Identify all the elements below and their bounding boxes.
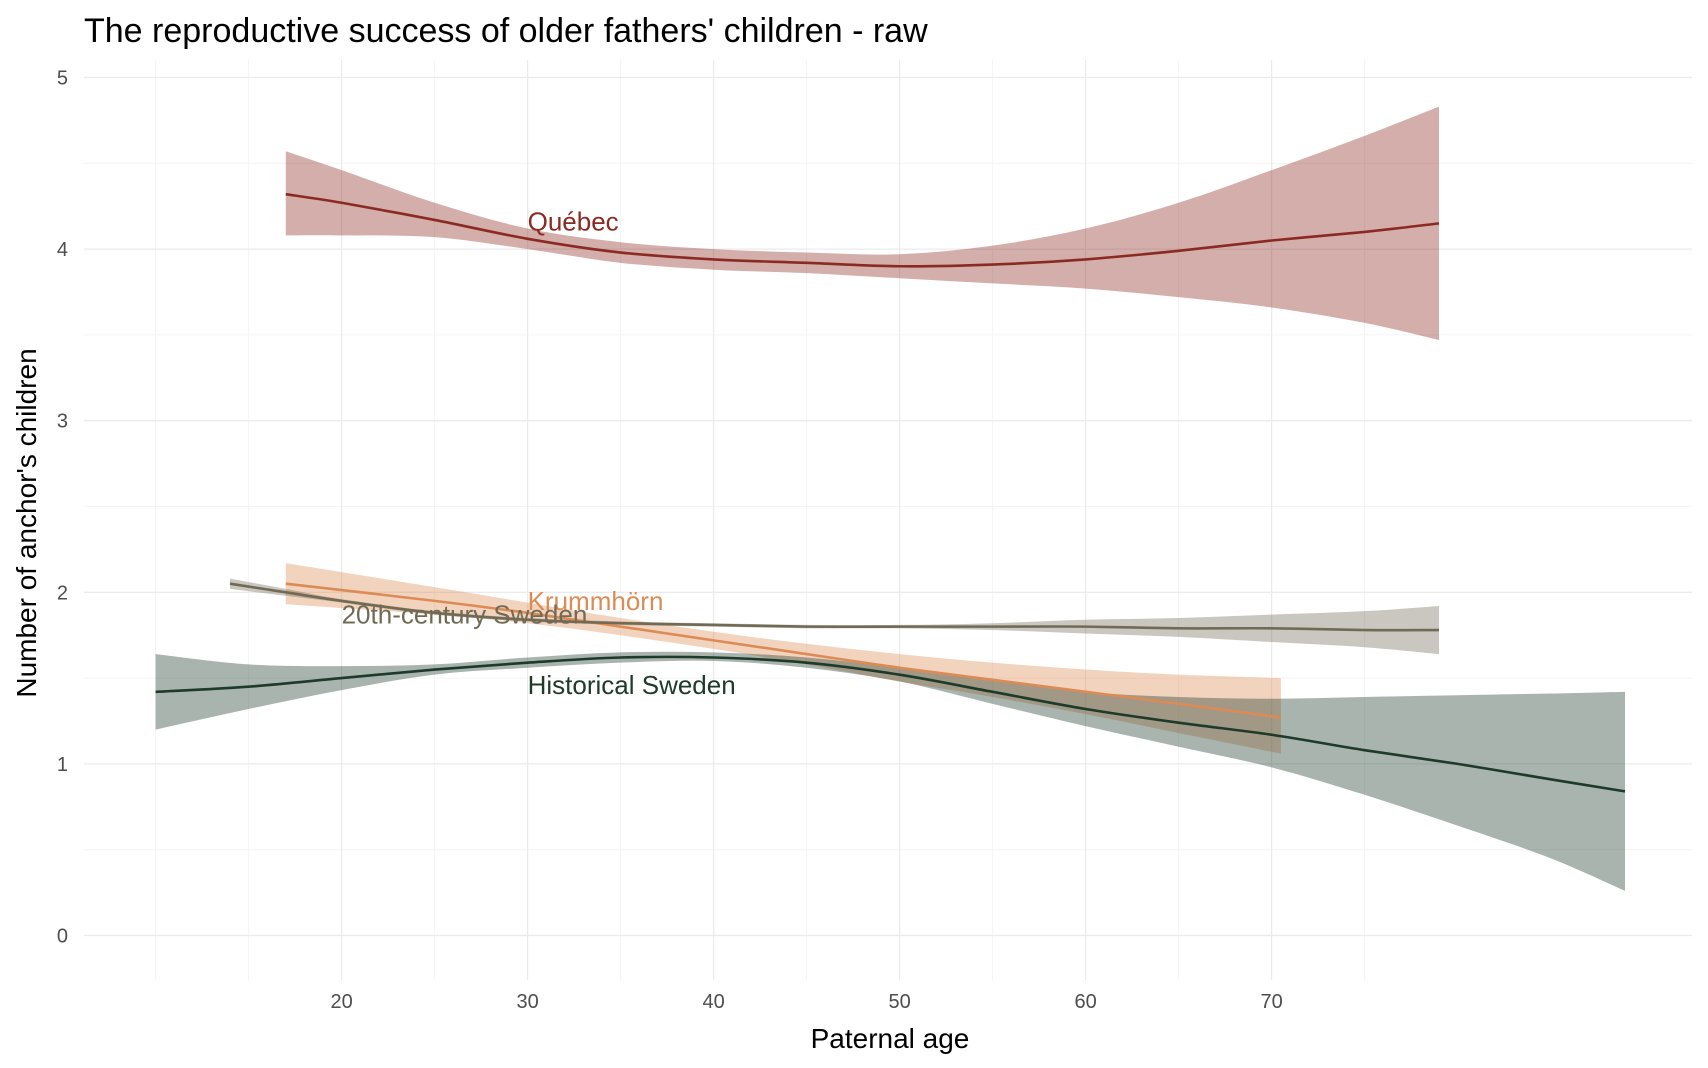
line-20th-century-sweden xyxy=(229,582,1440,632)
x-tick-label: 70 xyxy=(1260,991,1282,1013)
label-krummhorn: Krummhörn xyxy=(528,586,664,616)
x-tick-label: 30 xyxy=(516,991,538,1013)
chart-title: The reproductive success of older father… xyxy=(84,12,928,50)
grid xyxy=(84,60,1692,980)
line-quebec xyxy=(285,192,1440,268)
y-axis-ticks: 0 1 2 3 4 5 xyxy=(57,68,68,948)
y-tick-label: 1 xyxy=(57,754,68,776)
band-20th-century-sweden xyxy=(230,578,1439,655)
x-tick-label: 50 xyxy=(888,991,910,1013)
series-lines xyxy=(155,192,1626,793)
line-historical-sweden xyxy=(155,655,1626,793)
y-tick-label: 3 xyxy=(57,411,68,433)
x-axis-ticks: 20 30 40 50 60 70 xyxy=(330,991,1282,1013)
band-historical-sweden xyxy=(155,651,1626,891)
y-tick-label: 4 xyxy=(57,239,68,261)
x-tick-label: 40 xyxy=(702,991,724,1013)
band-krummhorn xyxy=(285,563,1281,754)
y-axis-title: Number of anchor's children xyxy=(11,348,42,697)
band-quebec xyxy=(285,106,1439,341)
x-tick-label: 20 xyxy=(330,991,352,1013)
label-quebec: Québec xyxy=(528,207,619,237)
y-tick-label: 2 xyxy=(57,582,68,604)
label-historical-sweden: Historical Sweden xyxy=(528,670,736,700)
y-tick-label: 5 xyxy=(57,68,68,90)
y-tick-label: 0 xyxy=(57,926,68,948)
confidence-bands xyxy=(155,106,1626,891)
x-axis-title: Paternal age xyxy=(811,1023,970,1054)
line-krummhorn xyxy=(285,582,1282,719)
label-20th-century-sweden: 20th-century Sweden xyxy=(342,600,588,630)
x-tick-label: 60 xyxy=(1074,991,1096,1013)
